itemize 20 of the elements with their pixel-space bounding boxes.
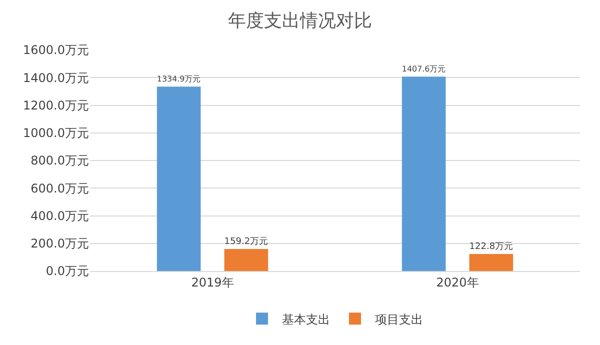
y-tick-label: 0.0万元 <box>46 264 89 278</box>
y-tick-label: 200.0万元 <box>30 236 89 251</box>
y-tick-label: 600.0万元 <box>30 181 89 196</box>
data-label: 159.2万元 <box>224 236 268 247</box>
data-label: 122.8万元 <box>469 240 514 252</box>
x-tick-label: 2020年 <box>436 275 479 290</box>
y-tick-label: 800.0万元 <box>30 154 89 168</box>
bar <box>469 254 514 271</box>
x-tick-label: 2019年 <box>191 275 234 290</box>
y-tick-label: 1200.0万元 <box>23 98 89 112</box>
chart-title: 年度支出情况对比 <box>228 10 372 32</box>
y-tick-label: 400.0万元 <box>30 208 89 223</box>
y-tick-label: 1600.0万元 <box>23 43 89 58</box>
bar <box>402 76 446 271</box>
y-tick-label: 1000.0万元 <box>23 126 89 140</box>
legend-label: 基本支出 <box>282 312 330 326</box>
y-tick-label: 1400.0万元 <box>23 70 89 85</box>
bar <box>224 249 268 271</box>
legend-label: 项目支出 <box>375 312 423 326</box>
bar <box>156 86 201 271</box>
